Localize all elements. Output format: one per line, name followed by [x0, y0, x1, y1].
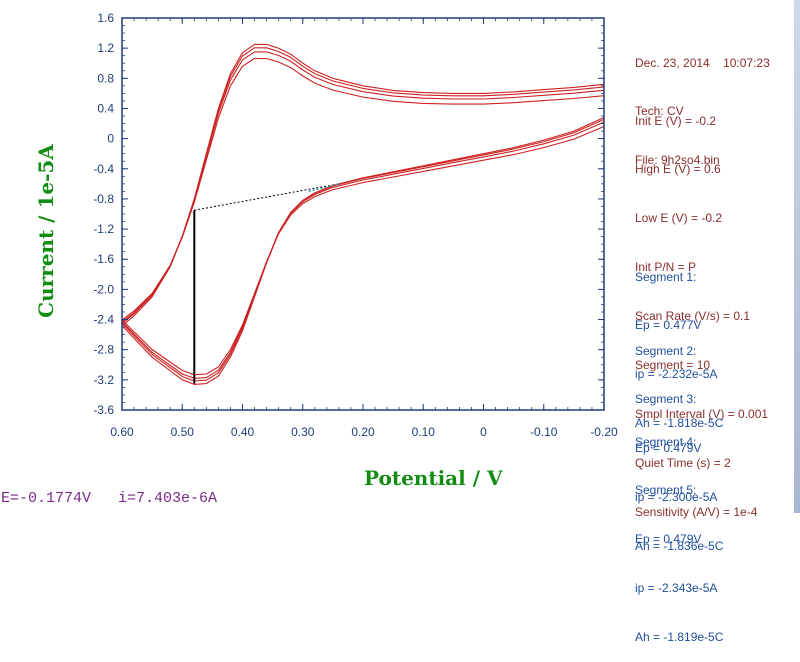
param-low-e: Low E (V) = -0.2 — [635, 211, 723, 226]
param-smpl-interval: Smpl Interval (V) = 0.001 — [635, 406, 769, 421]
segment-label: Segment 2: — [635, 343, 697, 358]
window-edge — [794, 0, 800, 513]
y-tick-label: -0.8 — [93, 192, 114, 206]
y-tick-label: -0.4 — [93, 162, 114, 176]
y-tick-label: -1.2 — [93, 222, 114, 236]
axis-ticks — [121, 17, 605, 411]
segment-4-5-results: Segment 4: Segment 5: Ep = 0.479V ip = -… — [635, 401, 723, 662]
y-tick-label: 0.8 — [97, 71, 114, 85]
y-tick-label: -2.0 — [93, 282, 114, 296]
time-text: 10:07:23 — [723, 55, 770, 70]
ep-value: Ep = 0.479V — [635, 532, 702, 547]
param-init-pn: Init P/N = P — [635, 260, 697, 275]
y-tick-label: -2.8 — [93, 343, 114, 357]
segment-label: Segment 4: — [635, 434, 697, 449]
x-tick-label: 0.60 — [110, 425, 134, 439]
y-tick-label: 1.6 — [97, 11, 114, 25]
cv-curves — [121, 43, 605, 385]
ep-value: Ep = 0.477V — [635, 318, 702, 333]
x-tick-label: -0.20 — [590, 425, 618, 439]
param-quiet-time: Quiet Time (s) = 2 — [635, 455, 731, 470]
segment-label: Segment 1: — [635, 269, 697, 284]
y-tick-label: -1.6 — [93, 252, 114, 266]
parameter-list: Init E (V) = -0.2 High E (V) = 0.6 Low E… — [635, 80, 768, 536]
param-segment: Segment = 10 — [635, 358, 711, 373]
y-tick-label: 0.4 — [97, 101, 114, 115]
x-tick-label: 0.10 — [412, 425, 436, 439]
segment-1-results: Segment 1: Ep = 0.477V ip = -2.232e-5A A… — [635, 236, 723, 448]
segment-label: Segment 3: — [635, 392, 697, 407]
x-tick-label: -0.10 — [530, 425, 558, 439]
param-scan-rate: Scan Rate (V/s) = 0.1 — [635, 309, 751, 324]
x-tick-labels: 0.60 0.50 0.40 0.30 0.20 0.10 0 -0.10 -0.20 — [110, 425, 618, 439]
param-high-e: High E (V) = 0.6 — [635, 162, 721, 177]
tech-line: Tech: CV — [635, 104, 684, 119]
y-tick-label: 1.2 — [97, 41, 114, 55]
header-info: Dec. 23, 2014 10:07:23 Tech: CV File: 9h… — [635, 22, 770, 185]
cathodic-sweep-line — [121, 125, 605, 376]
baseline-marker — [308, 183, 340, 193]
date-time-line: Dec. 23, 2014 10:07:23 — [635, 55, 770, 71]
peak-baseline-annotation — [193, 183, 340, 384]
x-tick-label: 0 — [480, 425, 487, 439]
segment-label: Segment 5: — [635, 483, 697, 498]
ah-value: Ah = -1.819e-5C — [635, 630, 724, 645]
cv-plot: 0.60 0.50 0.40 0.30 0.20 0.10 0 -0.10 -0.20 1.61… — [93, 11, 618, 439]
ip-value: ip = -2.343e-5A — [635, 581, 718, 596]
x-tick-label: 0.50 — [171, 425, 195, 439]
x-tick-label: 0.20 — [351, 425, 375, 439]
anodic-sweep-line — [121, 57, 605, 321]
cathodic-sweep-line — [121, 118, 605, 382]
x-axis-label: Potential / V — [364, 466, 503, 490]
ep-value: Ep = 0.479V — [635, 441, 702, 456]
ah-value: Ah = -1.818e-5C — [635, 416, 724, 431]
date-text: Dec. 23, 2014 — [635, 55, 710, 70]
cursor-status-readout: E=-0.1774V i=7.403e-6A — [1, 490, 218, 507]
y-tick-labels: 1.6 1.2 0.8 0.4 0 -0.4 -0.8 -1.2 -1.6 -2.0 -2.4 -2.… — [93, 11, 114, 417]
baseline-line — [194, 183, 339, 211]
param-init-e: Init E (V) = -0.2 — [635, 113, 717, 128]
x-tick-label: 0.40 — [231, 425, 255, 439]
x-tick-label: 0.30 — [291, 425, 315, 439]
y-axis-label: Current / 1e-5A — [34, 144, 58, 318]
y-tick-label: -2.4 — [93, 313, 114, 327]
cathodic-sweep-line — [121, 121, 605, 379]
y-tick-label: -3.2 — [93, 373, 114, 387]
file-line: File: 9h2so4.bin — [635, 153, 720, 168]
ip-value: ip = -2.232e-5A — [635, 367, 718, 382]
y-tick-label: -3.6 — [93, 403, 114, 417]
y-tick-label: 0 — [107, 132, 114, 146]
ip-value: ip = -2.300e-5A — [635, 490, 718, 505]
